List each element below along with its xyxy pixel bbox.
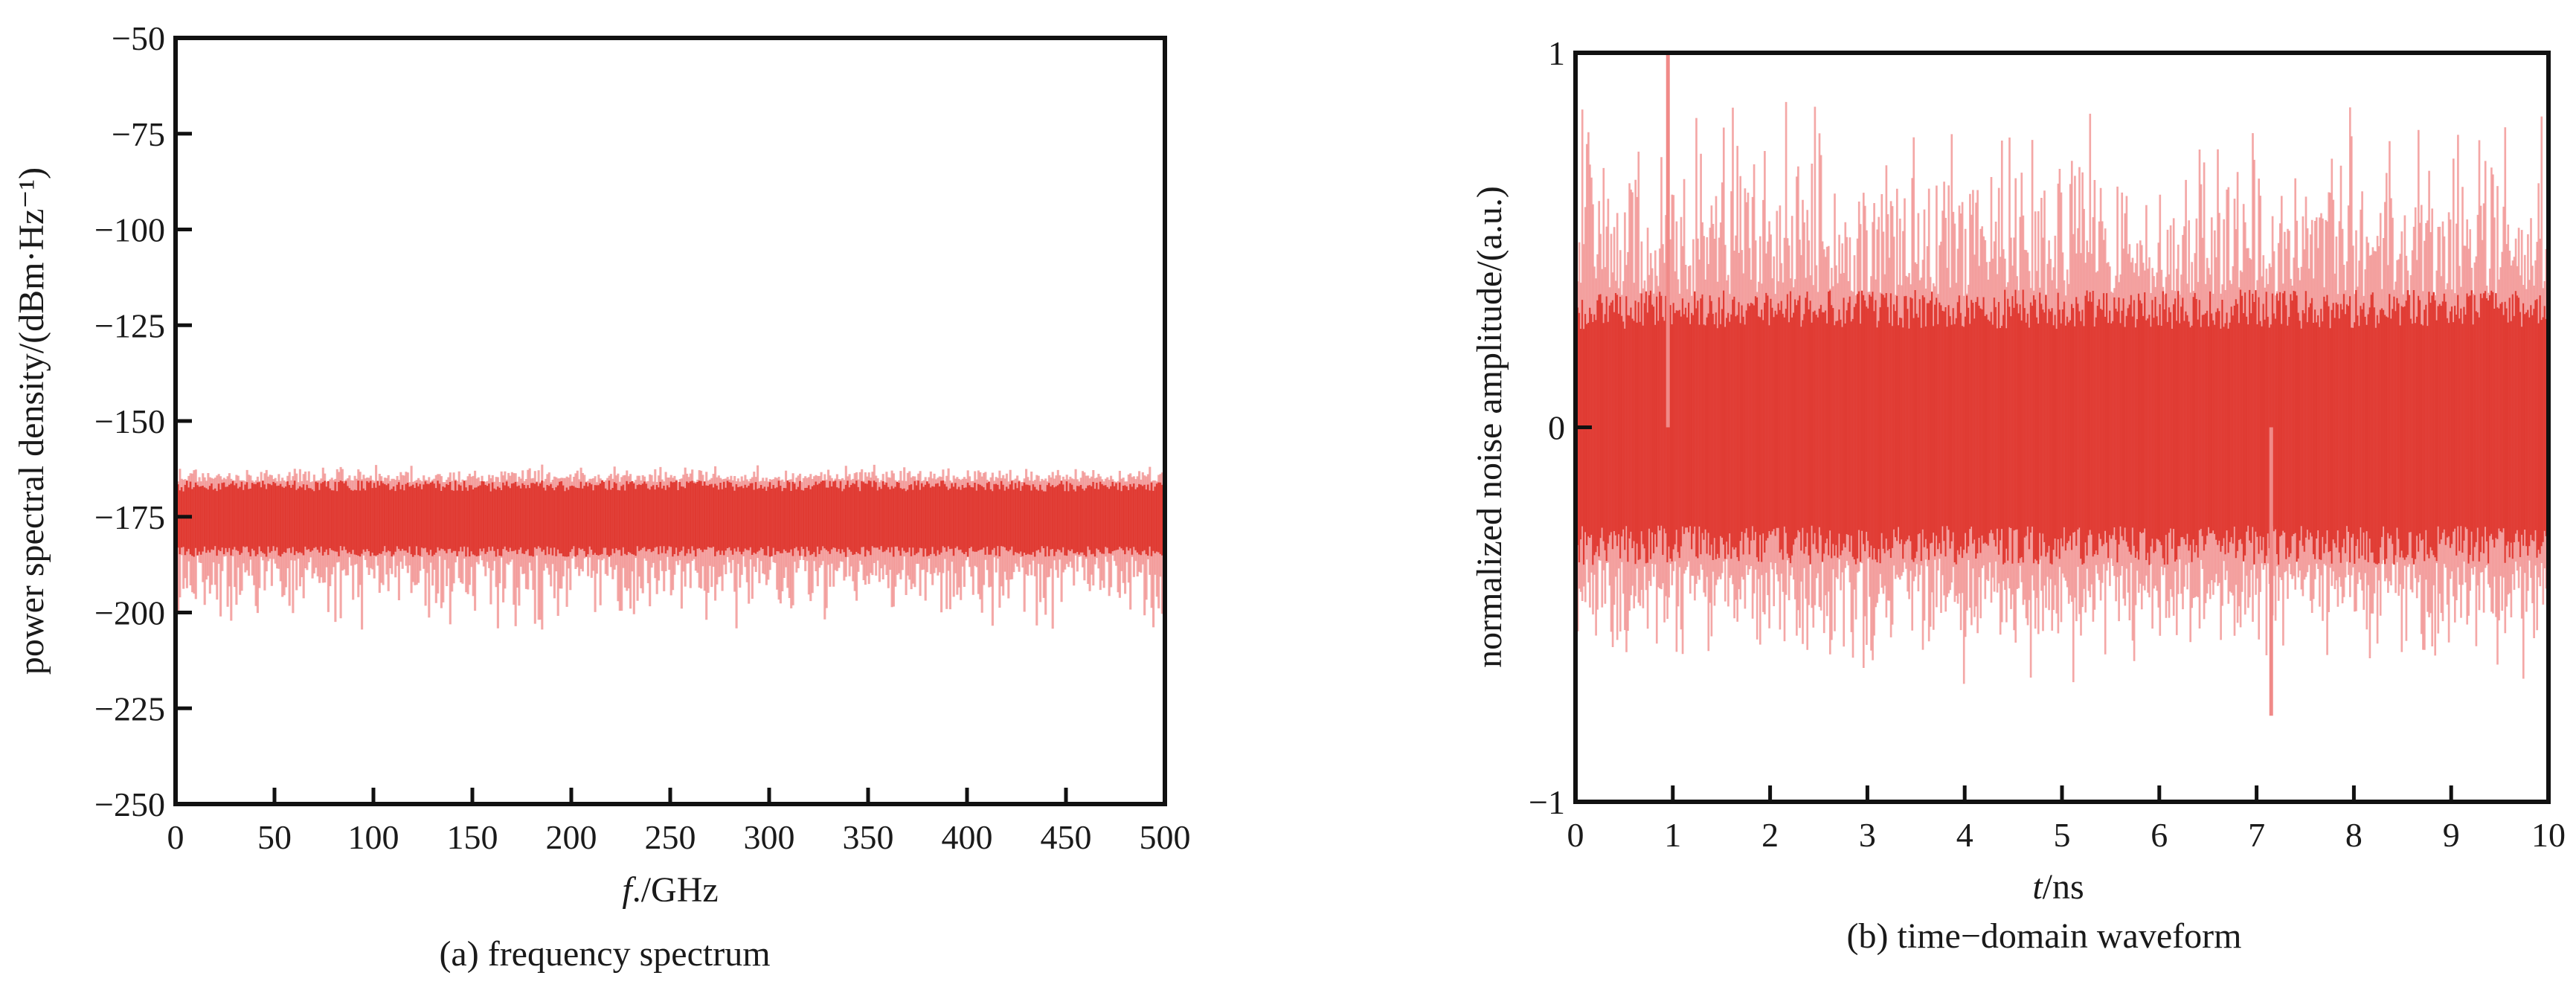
waveform-y-tick-label: −1 (1529, 783, 1565, 821)
spectrum-x-tick-label: 150 (447, 818, 498, 856)
spectrum-ticks: 0 50 100 150 200 250 300 350 400 450 500 −50 −75 −100… (94, 19, 1190, 856)
waveform-x-tick-label: 6 (2151, 816, 2168, 854)
waveform-y-tick-label: 1 (1548, 34, 1565, 72)
waveform-y-axis-label: normalized noise amplitude/(a.u.) (1470, 186, 1509, 668)
waveform-x-tick-label: 3 (1859, 816, 1876, 854)
spectrum-x-tick-label: 400 (942, 818, 993, 856)
waveform-x-tick-label: 7 (2248, 816, 2265, 854)
spectrum-x-axis-label: f./GHz (622, 870, 718, 910)
spectrum-x-tick-label: 0 (167, 818, 184, 856)
spectrum-y-tick-label: −125 (94, 306, 165, 344)
spectrum-y-tick-label: −250 (94, 785, 165, 823)
spectrum-y-tick-label: −150 (94, 402, 165, 440)
waveform-x-tick-label: 5 (2054, 816, 2071, 854)
spectrum-y-tick-label: −175 (94, 498, 165, 536)
waveform-x-tick-label: 2 (1761, 816, 1779, 854)
waveform-x-axis-unit: /ns (2043, 867, 2084, 907)
waveform-x-axis-label: t/ns (2032, 867, 2084, 907)
waveform-x-tick-label: 9 (2443, 816, 2460, 854)
spectrum-y-tick-label: −200 (94, 594, 165, 632)
spectrum-x-tick-label: 200 (546, 818, 597, 856)
waveform-y-tick-label: 0 (1548, 409, 1565, 447)
spectrum-caption: (a) frequency spectrum (439, 934, 770, 974)
spectrum-x-tick-label: 50 (257, 818, 292, 856)
waveform-caption: (b) time−domain waveform (1847, 916, 2242, 956)
spectrum-x-tick-label: 350 (843, 818, 894, 856)
waveform-x-tick-label: 8 (2345, 816, 2363, 854)
spectrum-y-tick-label: −50 (112, 19, 165, 57)
spectrum-x-tick-label: 500 (1140, 818, 1191, 856)
spectrum-noise-marks (175, 464, 1166, 630)
spectrum-x-tick-label: 450 (1041, 818, 1092, 856)
spectrum-x-tick-label: 100 (348, 818, 399, 856)
waveform-x-tick-label: 0 (1567, 816, 1584, 854)
spectrum-y-axis-label: power spectral density/(dBm·Hz⁻¹) (12, 167, 51, 675)
waveform-noise-marks (1575, 53, 2549, 716)
waveform-x-tick-label: 10 (2531, 816, 2566, 854)
waveform-x-tick-label: 1 (1664, 816, 1681, 854)
spectrum-x-tick-label: 300 (744, 818, 795, 856)
spectrum-x-tick-label: 250 (645, 818, 696, 856)
spectrum-y-tick-label: −225 (94, 690, 165, 727)
spectrum-x-axis-unit: ./GHz (632, 870, 719, 910)
spectrum-y-tick-label: −100 (94, 211, 165, 249)
spectrum-y-tick-label: −75 (112, 115, 165, 153)
waveform-x-tick-label: 4 (1956, 816, 1973, 854)
waveform-x-axis-symbol: t (2032, 867, 2043, 907)
spectrum-panel: 0 50 100 150 200 250 300 350 400 450 500 −50 −75 −100… (12, 19, 1191, 974)
